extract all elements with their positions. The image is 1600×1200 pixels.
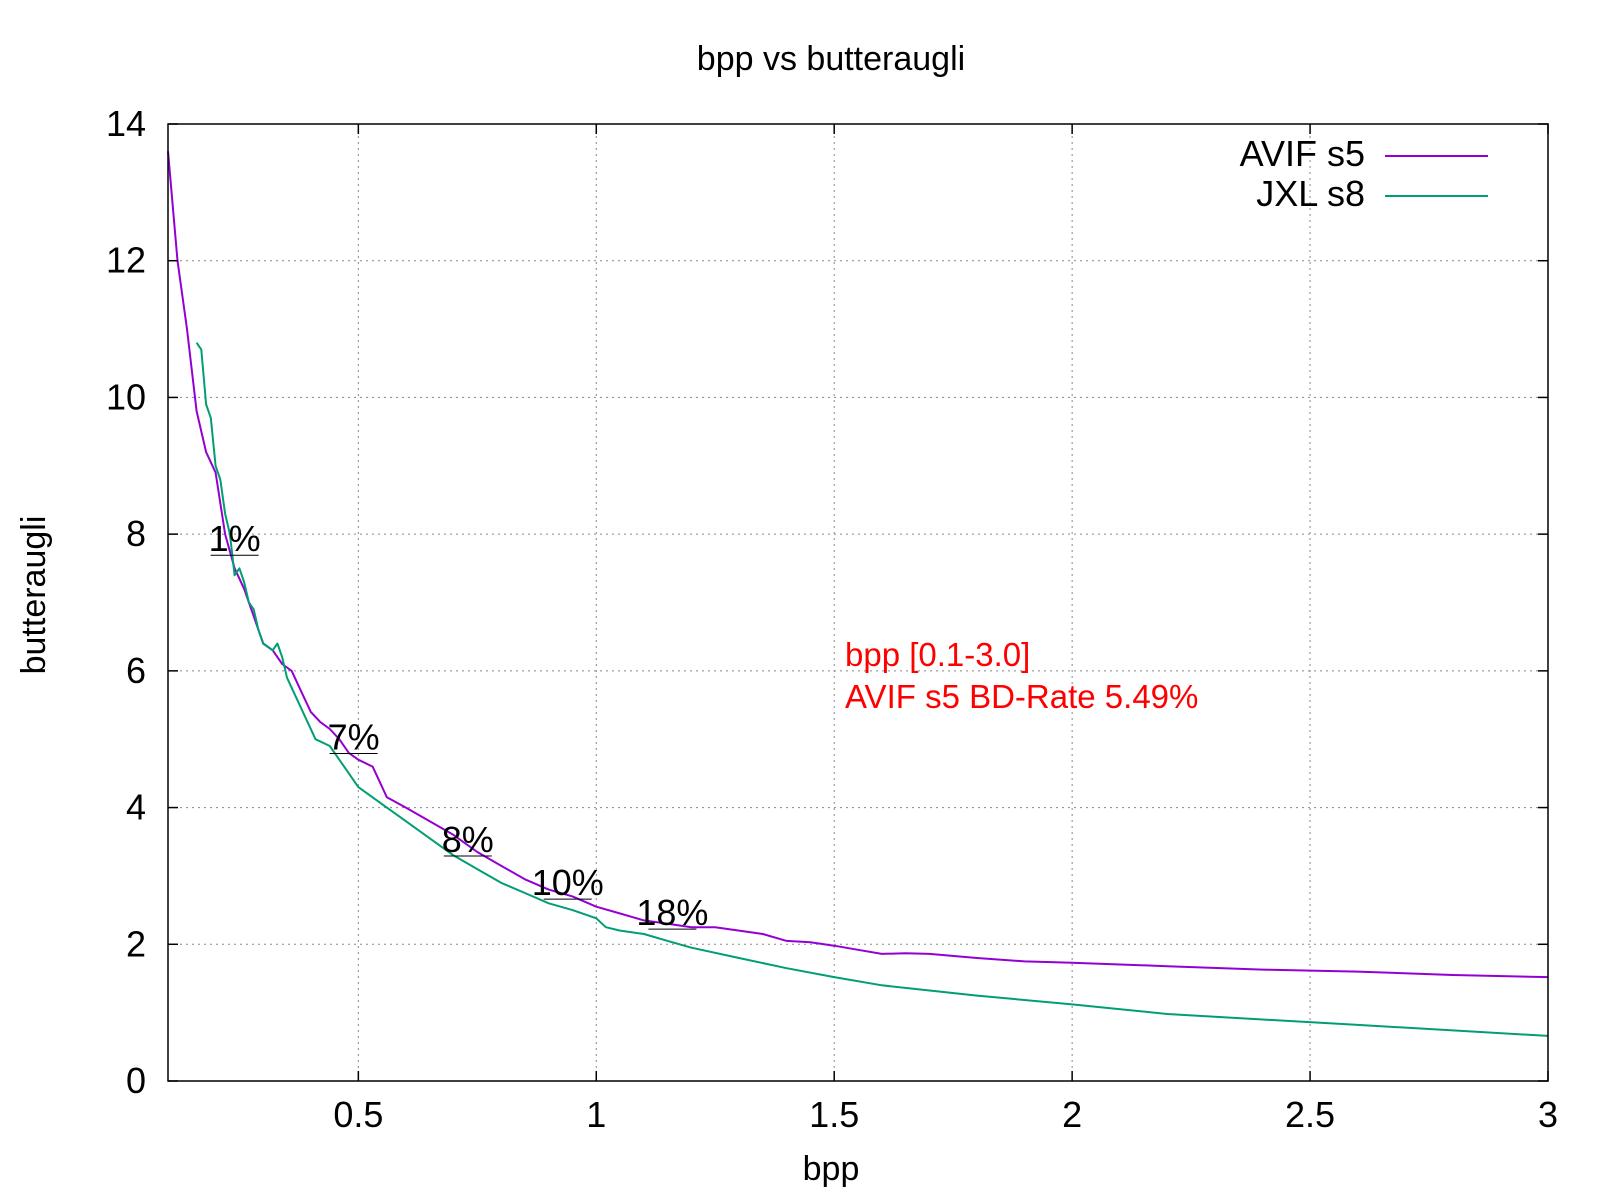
x-tick-label: 1 (586, 1094, 606, 1135)
legend-label-jxl: JXL s8 (1256, 173, 1365, 214)
x-axis-title: bpp (803, 1150, 860, 1188)
x-tick-label: 2.5 (1285, 1094, 1335, 1135)
y-tick-label: 14 (106, 103, 146, 144)
x-tick-label: 0.5 (333, 1094, 383, 1135)
chart-title: bpp vs butteraugli (697, 40, 965, 78)
annotation-label: 18% (636, 892, 708, 933)
x-tick-label: 3 (1538, 1094, 1558, 1135)
legend-label-avif: AVIF s5 (1240, 133, 1365, 174)
y-tick-label: 10 (106, 376, 146, 417)
bd-rate-info: bpp [0.1-3.0] AVIF s5 BD-Rate 5.49% (845, 636, 1198, 715)
plot-frame (167, 123, 1549, 1082)
legend: AVIF s5 JXL s8 (1240, 133, 1488, 214)
info-bd-rate: AVIF s5 BD-Rate 5.49% (845, 678, 1198, 715)
y-tick-label: 8 (126, 513, 146, 554)
x-tick-label: 2 (1062, 1094, 1082, 1135)
y-tick-label: 4 (126, 787, 146, 828)
annotation-label: 8% (442, 819, 494, 860)
y-axis-title: butteraugli (15, 516, 53, 675)
y-tick-label: 12 (106, 240, 146, 281)
y-tick-label: 0 (126, 1060, 146, 1101)
grid (168, 124, 1548, 1081)
series-line-avif (167, 151, 1549, 979)
series-layer (167, 151, 1549, 1037)
info-range: bpp [0.1-3.0] (845, 636, 1030, 673)
series-line-jxl (195, 342, 1549, 1037)
annotations: 1% 7% 8% 10% 18% (209, 518, 709, 933)
ticks: 0.5 1 1.5 2 2.5 3 0 2 4 6 8 10 12 14 (106, 103, 1558, 1135)
y-tick-label: 6 (126, 650, 146, 691)
y-tick-label: 2 (126, 923, 146, 964)
annotation-label: 7% (328, 716, 380, 757)
annotation-label: 1% (209, 518, 261, 559)
annotation-label: 10% (532, 862, 604, 903)
x-tick-label: 1.5 (809, 1094, 859, 1135)
